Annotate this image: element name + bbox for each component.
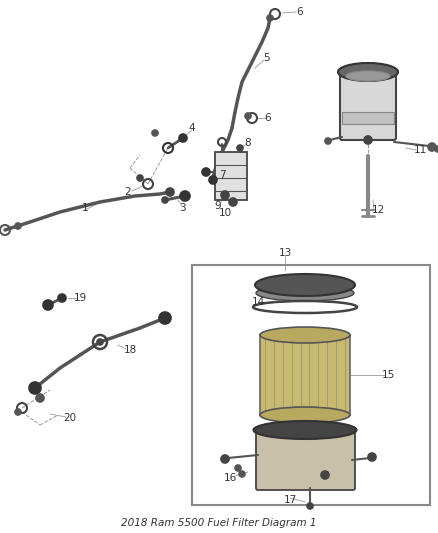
Circle shape	[97, 339, 103, 345]
Circle shape	[321, 471, 329, 479]
Circle shape	[221, 191, 229, 199]
Circle shape	[29, 382, 41, 394]
Text: 8: 8	[245, 138, 251, 148]
FancyBboxPatch shape	[340, 70, 396, 140]
Circle shape	[239, 471, 245, 477]
Text: 19: 19	[74, 293, 87, 303]
Circle shape	[179, 134, 187, 142]
Bar	[215, 152, 247, 200]
Text: 9: 9	[215, 201, 221, 211]
Text: 13: 13	[279, 248, 292, 258]
FancyBboxPatch shape	[256, 428, 355, 490]
Text: 12: 12	[371, 205, 385, 215]
Text: 6: 6	[265, 113, 271, 123]
Circle shape	[307, 503, 313, 509]
Circle shape	[58, 294, 66, 302]
Text: 10: 10	[219, 208, 232, 218]
Circle shape	[267, 15, 273, 21]
Ellipse shape	[260, 327, 350, 343]
Circle shape	[428, 143, 436, 151]
Text: 18: 18	[124, 345, 137, 355]
Text: 2: 2	[125, 187, 131, 197]
Circle shape	[368, 453, 376, 461]
Circle shape	[162, 197, 168, 203]
Text: 1: 1	[82, 203, 88, 213]
Circle shape	[15, 409, 21, 415]
Circle shape	[221, 455, 229, 463]
Text: 3: 3	[179, 203, 185, 213]
Circle shape	[245, 113, 251, 119]
Text: 5: 5	[264, 53, 270, 63]
Ellipse shape	[346, 71, 390, 81]
Circle shape	[222, 194, 228, 200]
Text: 16: 16	[223, 473, 237, 483]
Circle shape	[137, 175, 143, 181]
Text: 20: 20	[64, 413, 77, 423]
Circle shape	[237, 145, 243, 151]
Text: 17: 17	[283, 495, 297, 505]
Circle shape	[325, 138, 331, 144]
Circle shape	[152, 130, 158, 136]
Ellipse shape	[260, 407, 350, 423]
Bar	[260, 335, 350, 415]
Bar	[342, 112, 394, 124]
Text: 11: 11	[413, 145, 427, 155]
Ellipse shape	[254, 421, 357, 439]
Circle shape	[36, 394, 44, 402]
Circle shape	[202, 168, 210, 176]
Circle shape	[43, 300, 53, 310]
Ellipse shape	[256, 285, 354, 301]
Bar	[192, 265, 430, 505]
Text: 2018 Ram 5500 Fuel Filter Diagram 1: 2018 Ram 5500 Fuel Filter Diagram 1	[121, 518, 317, 528]
Circle shape	[435, 146, 438, 152]
Circle shape	[159, 312, 171, 324]
Circle shape	[180, 191, 190, 201]
Ellipse shape	[255, 274, 355, 296]
Ellipse shape	[338, 63, 398, 81]
Text: 4: 4	[189, 123, 195, 133]
Text: 15: 15	[381, 370, 395, 380]
Circle shape	[235, 465, 241, 471]
Text: 7: 7	[219, 170, 225, 180]
Circle shape	[209, 176, 217, 184]
Text: 6: 6	[297, 7, 303, 17]
Circle shape	[364, 136, 372, 144]
Circle shape	[15, 223, 21, 229]
Text: 14: 14	[251, 297, 265, 307]
Circle shape	[229, 198, 237, 206]
Circle shape	[166, 188, 174, 196]
